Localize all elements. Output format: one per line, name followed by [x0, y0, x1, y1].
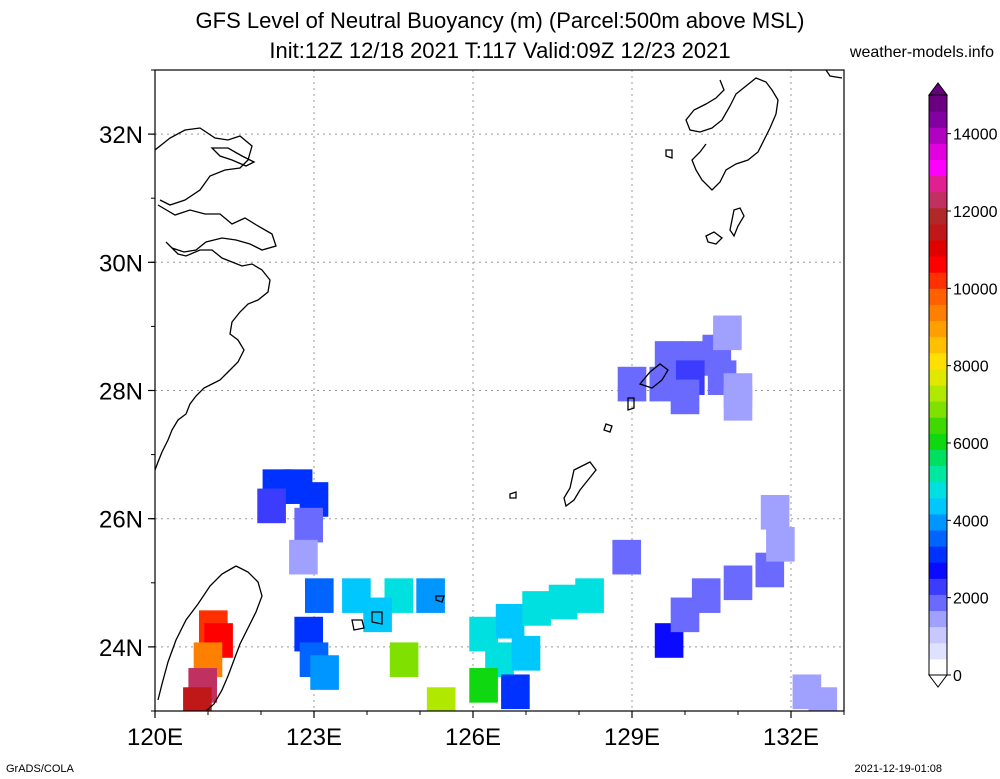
colorbar-segment [929, 95, 947, 112]
coast-yangtze [210, 147, 256, 167]
colorbar-label: 6000 [953, 436, 989, 453]
footer-timestamp: 2021-12-19-01:08 [854, 763, 942, 775]
colorbar-segment [929, 240, 947, 257]
heatmap-cell [511, 636, 541, 671]
colorbar-label: 4000 [953, 513, 989, 530]
colorbar-segment [929, 449, 947, 467]
heatmap-cell [723, 565, 753, 601]
colorbar-segment [929, 513, 947, 531]
colorbar-segment [929, 417, 947, 434]
colorbar-segment [929, 497, 947, 515]
x-axis: 120E 123E 126E 129E 132E [127, 711, 845, 751]
heatmap-cell [670, 379, 700, 415]
heatmap-cell [501, 674, 530, 710]
site-label: weather-models.info [849, 44, 994, 61]
heatmap-cell [723, 386, 753, 421]
colorbar-label: 12000 [953, 204, 998, 221]
heatmap-cell [760, 494, 790, 530]
colorbar-segment [929, 143, 947, 160]
colorbar-segment [929, 594, 947, 612]
colorbar-segment [929, 223, 947, 241]
colorbar-max-arrow [928, 82, 948, 96]
colorbar-segment [929, 191, 947, 209]
y-tick-label: 32N [99, 122, 143, 149]
colorbar-segment [929, 175, 947, 193]
heatmap-cell [304, 578, 334, 613]
coast-china [155, 127, 277, 471]
heatmap-cell [713, 315, 742, 351]
colorbar-segment [929, 610, 947, 628]
colorbar-segment [929, 127, 947, 144]
colorbar-segment [929, 433, 947, 450]
colorbar-segment [929, 207, 947, 225]
heatmap-cell [289, 539, 318, 575]
chart-subtitle: Init:12Z 12/18 2021 T:117 Valid:09Z 12/2… [269, 38, 731, 63]
y-tick-label: 24N [99, 635, 143, 662]
colorbar-segment [929, 272, 947, 289]
x-tick-label: 126E [445, 724, 501, 751]
colorbar-segment [929, 385, 947, 402]
heatmap-cell [363, 597, 392, 633]
chart-title: GFS Level of Neutral Buoyancy (m) (Parce… [195, 8, 805, 33]
heatmap-cell [808, 687, 838, 711]
heatmap-cell [766, 527, 795, 562]
coast-taiwan [157, 565, 263, 711]
heatmap-cell [389, 642, 419, 678]
colorbar-segment [929, 111, 947, 128]
heatmap-cell [257, 488, 286, 524]
y-axis: 24N 26N 28N 30N 32N [99, 69, 155, 712]
heatmap-cell [469, 668, 498, 703]
heatmap-cells [183, 315, 838, 711]
x-tick-label: 129E [604, 724, 660, 751]
colorbar: 0 2000 4000 6000 8000 10000 12000 14000 [928, 82, 998, 688]
colorbar-segment [929, 530, 947, 547]
heatmap-cell [495, 603, 525, 639]
heatmap-cell [548, 584, 578, 620]
heatmap-cell [612, 539, 642, 575]
colorbar-segment [929, 481, 947, 499]
colorbar-segment [929, 304, 947, 322]
heatmap-cell [522, 591, 551, 626]
heatmap-cell [183, 687, 212, 711]
colorbar-min-arrow [928, 674, 948, 688]
colorbar-segment [929, 626, 947, 644]
colorbar-label: 0 [953, 668, 962, 685]
x-tick-label: 132E [763, 724, 819, 751]
x-tick-label: 120E [127, 724, 183, 751]
colorbar-segment [929, 465, 947, 483]
x-tick-label: 123E [286, 724, 342, 751]
colorbar-label: 14000 [953, 127, 998, 144]
colorbar-segment [929, 642, 947, 660]
colorbar-segment [929, 320, 947, 338]
colorbar-segment [929, 336, 947, 354]
coastlines [155, 70, 843, 711]
colorbar-segment [929, 256, 947, 273]
y-tick-label: 30N [99, 250, 143, 277]
colorbar-segment [929, 288, 947, 305]
heatmap-cell [691, 578, 721, 613]
heatmap-cell [426, 687, 456, 711]
heatmap-cell [575, 578, 604, 613]
coast-japan-kyushu [685, 70, 843, 191]
colorbar-segment [929, 159, 947, 177]
footer-software: GrADS/COLA [6, 763, 74, 775]
colorbar-segment [929, 546, 947, 563]
y-tick-label: 28N [99, 379, 143, 406]
colorbar-label: 10000 [953, 281, 998, 298]
colorbar-segment [929, 578, 947, 595]
colorbar-segment [929, 562, 947, 579]
colorbar-segment [929, 401, 947, 418]
y-tick-label: 26N [99, 507, 143, 534]
colorbar-segment [929, 368, 947, 386]
heatmap-cell [294, 507, 324, 543]
colorbar-label: 8000 [953, 359, 989, 376]
colorbar-segment [929, 352, 947, 370]
heatmap-cell [310, 655, 339, 690]
colorbar-segment [929, 658, 947, 676]
coast-islands [351, 149, 745, 631]
colorbar-label: 2000 [953, 591, 989, 608]
